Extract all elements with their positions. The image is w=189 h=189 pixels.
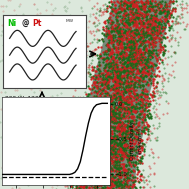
Text: Ni: Ni	[7, 19, 16, 28]
Y-axis label: Current Density
(mA·cm$^{-2}$): Current Density (mA·cm$^{-2}$)	[130, 122, 146, 160]
Text: 200 W, 120s: 200 W, 120s	[5, 96, 42, 101]
Text: MW: MW	[65, 19, 73, 23]
Text: Pt: Pt	[32, 19, 41, 28]
Text: @: @	[21, 19, 29, 28]
